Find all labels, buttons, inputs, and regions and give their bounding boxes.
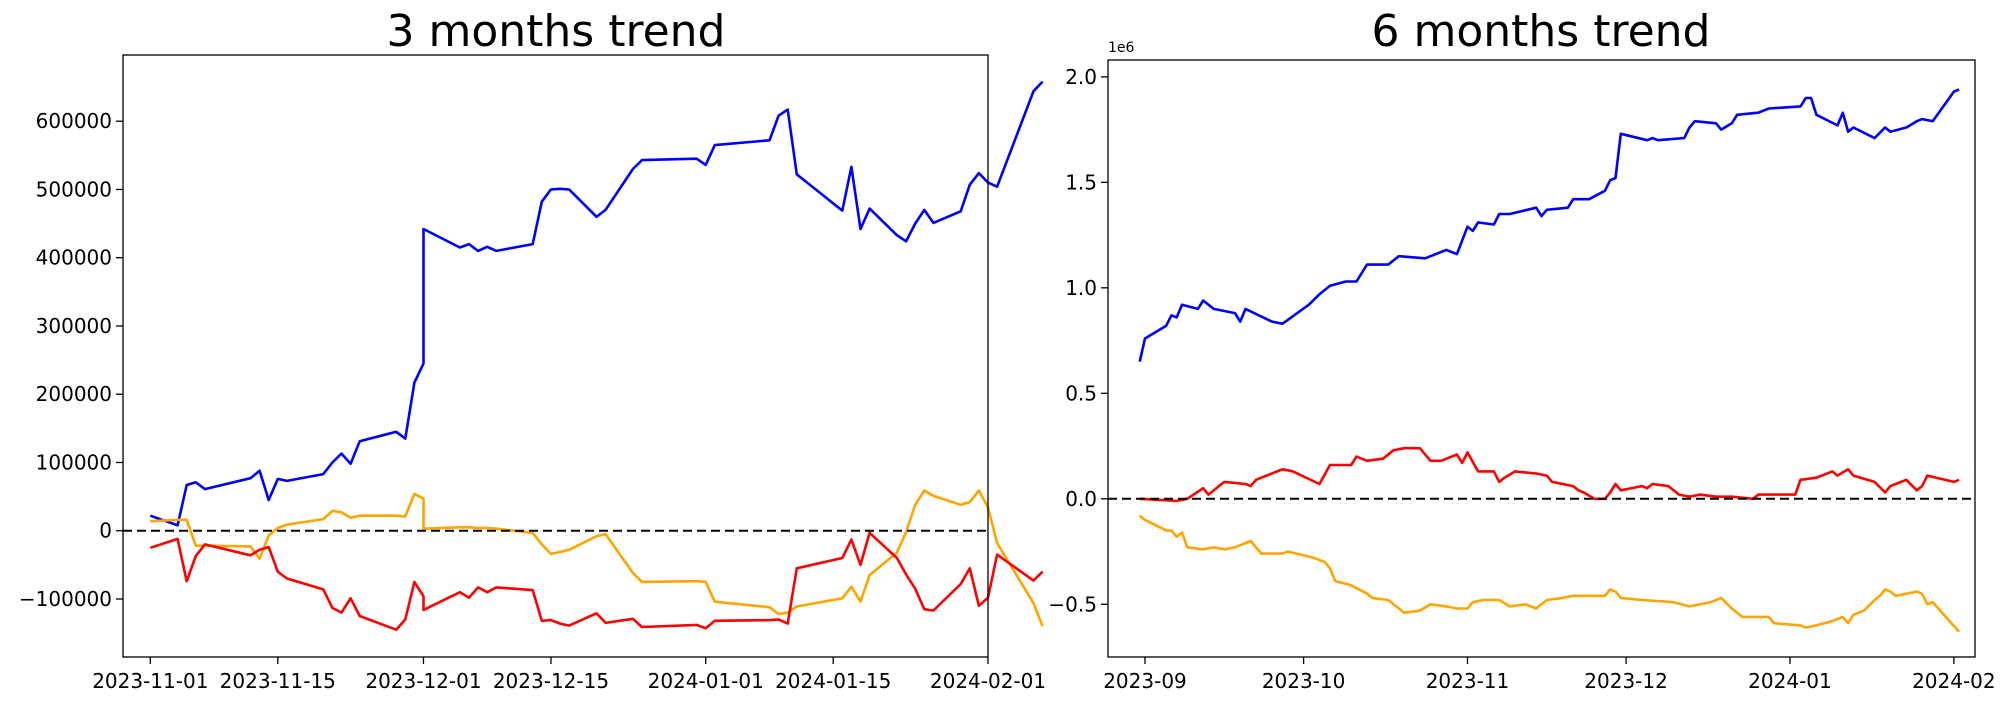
y-tick-label: 200000 [36, 382, 112, 406]
series-line-0 [149, 80, 1044, 527]
chart-6-months-trend: 6 months trend 1e6 −0.5 0.0 0.5 1.0 1.5 2.0 2… [1048, 6, 1995, 693]
y-tick-label: 2.0 [1065, 65, 1097, 89]
series-line-2 [149, 531, 1044, 632]
x-tick-label: 2023-11-01 [92, 669, 208, 693]
y-tick-label: 0.0 [1065, 487, 1097, 511]
x-tick-label: 2023-12-15 [493, 669, 609, 693]
x-tick-label: 2023-09 [1103, 669, 1187, 693]
x-tick-label: 2023-12-01 [365, 669, 481, 693]
x-tick-label: 2024-01-01 [648, 669, 764, 693]
y-tick-label: 500000 [36, 177, 112, 201]
y-axis: −0.5 0.0 0.5 1.0 1.5 2.0 [1048, 65, 1108, 616]
chart-title: 6 months trend [1372, 6, 1711, 57]
series-line-1 [150, 489, 1044, 627]
series-line-0 [1138, 88, 1960, 362]
x-tick-label: 2024-01-15 [775, 669, 891, 693]
x-tick-label: 2023-11 [1426, 669, 1510, 693]
y-tick-label: 0 [99, 519, 112, 543]
y-tick-label: 400000 [36, 246, 112, 270]
y-tick-label: 300000 [36, 314, 112, 338]
y-tick-label: 0.5 [1065, 381, 1097, 405]
y-tick-label: 1.0 [1065, 276, 1097, 300]
chart-3-months-trend: 3 months trend −100000 0 100000 200000 30000… [19, 6, 1046, 693]
x-axis: 2023-11-01 2023-11-15 2023-12-01 2023-12-15… [92, 657, 1046, 693]
x-tick-label: 2023-10 [1262, 669, 1346, 693]
series-line-1 [1138, 514, 1961, 633]
x-tick-label: 2024-02 [1912, 669, 1996, 693]
x-tick-label: 2023-12 [1584, 669, 1668, 693]
y-tick-label: 1.5 [1065, 170, 1097, 194]
plot-frame [122, 54, 989, 658]
y-tick-label: −100000 [19, 587, 112, 611]
y-tick-label: 100000 [36, 450, 112, 474]
series-lines [1138, 88, 1961, 633]
y-axis-offset-label: 1e6 [1108, 40, 1135, 56]
x-tick-label: 2024-02-01 [930, 669, 1046, 693]
x-tick-label: 2023-11-15 [220, 669, 336, 693]
y-tick-label: 600000 [36, 109, 112, 133]
series-lines [149, 80, 1044, 632]
x-tick-label: 2024-01 [1748, 669, 1832, 693]
x-axis: 2023-09 2023-10 2023-11 2023-12 2024-01 2024-… [1103, 657, 1996, 693]
y-tick-label: −0.5 [1048, 592, 1097, 616]
y-axis: −100000 0 100000 200000 300000 400000 500000 60… [19, 109, 123, 611]
chart-title: 3 months trend [387, 6, 726, 57]
plot-frame [1107, 59, 1976, 658]
series-line-2 [1139, 446, 1960, 503]
